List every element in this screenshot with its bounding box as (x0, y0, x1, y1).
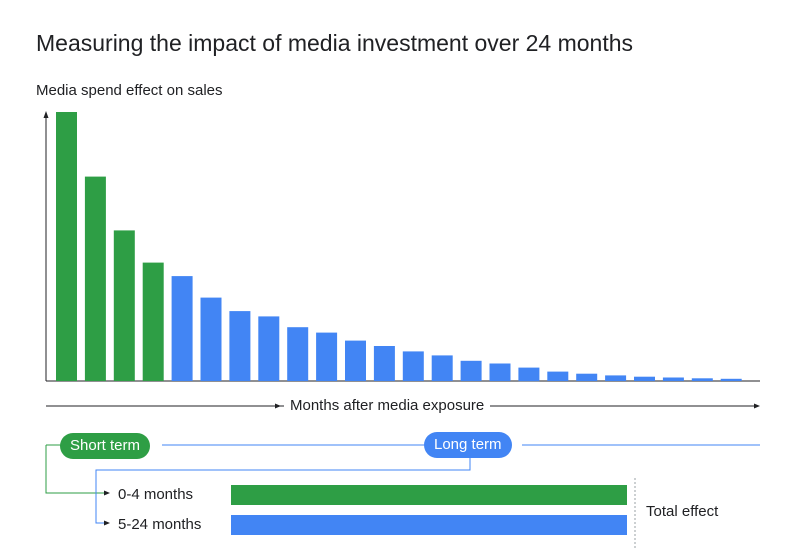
short-term-total-bar (231, 485, 627, 505)
bar-month-18 (547, 371, 569, 381)
bar-month-7 (229, 311, 251, 381)
bar-month-13 (402, 351, 424, 381)
bar-month-5 (171, 276, 193, 381)
bar-month-14 (431, 355, 453, 381)
x-arrow-left-head (275, 403, 281, 409)
bar-month-19 (576, 373, 598, 381)
y-axis-arrow (43, 111, 49, 118)
bar-month-4 (142, 262, 164, 381)
bars-group (56, 112, 742, 382)
timeline-connectors (45, 444, 760, 548)
long-term-row-label: 5-24 months (118, 516, 202, 533)
y-axis-label: Media spend effect on sales (36, 82, 223, 99)
bar-month-12 (373, 346, 395, 381)
bar-month-24 (720, 378, 742, 381)
bar-month-1 (56, 112, 77, 381)
long-term-bracket-arrow (104, 520, 110, 526)
bar-month-22 (662, 377, 684, 381)
short-term-row-label: 0-4 months (118, 486, 194, 503)
long-term-total-bar (231, 515, 627, 535)
bar-month-3 (113, 230, 135, 381)
long-term-pill: Long term (424, 432, 512, 458)
total-effect-label: Total effect (646, 503, 719, 520)
bar-month-23 (691, 378, 713, 381)
bar-month-16 (489, 363, 511, 381)
x-arrow-right-head (754, 403, 760, 409)
chart-title: Measuring the impact of media investment… (36, 30, 634, 56)
bar-month-15 (460, 360, 482, 381)
bar-month-10 (316, 332, 338, 381)
short-term-pill: Short term (60, 433, 151, 459)
x-axis-label: Months after media exposure (284, 397, 491, 414)
bar-month-6 (200, 297, 222, 381)
bar-month-9 (287, 327, 309, 381)
bar-month-21 (634, 376, 655, 381)
bar-month-17 (518, 367, 540, 382)
bar-month-2 (84, 176, 106, 381)
short-term-bracket (45, 445, 104, 494)
bar-month-20 (605, 375, 627, 381)
bar-month-11 (345, 340, 366, 381)
short-term-bracket-arrow (104, 490, 110, 496)
bar-month-8 (258, 316, 280, 381)
long-term-bracket (95, 458, 471, 524)
